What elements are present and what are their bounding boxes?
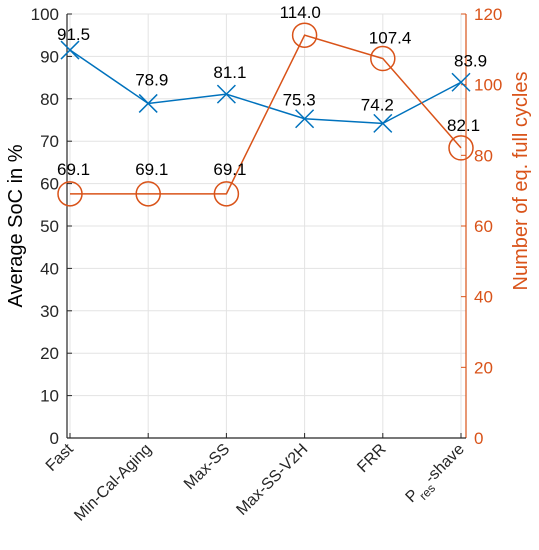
soc-point-marker bbox=[451, 72, 471, 92]
x-tick-label: Min-Cal-Aging bbox=[71, 441, 155, 525]
cycles-point-marker bbox=[291, 22, 318, 48]
y-tick-label-left: 100 bbox=[31, 5, 59, 24]
x-tick-label: Fast bbox=[43, 440, 77, 474]
grid-lines bbox=[67, 13, 466, 439]
y-axis-title-right: Number of eq. full cycles bbox=[510, 72, 532, 291]
cycles-series-line bbox=[70, 34, 462, 195]
y-tick-label-left: 50 bbox=[40, 217, 59, 236]
cycles-data-label: 114.0 bbox=[280, 3, 321, 22]
soc-point-marker bbox=[60, 40, 80, 60]
cycles-point-marker bbox=[57, 181, 83, 207]
y-axis-title-left: Average SoC in % bbox=[5, 144, 27, 307]
cycles-point-marker bbox=[135, 181, 161, 207]
cycles-point-marker bbox=[370, 45, 396, 72]
y-tick-label-right: 0 bbox=[474, 429, 483, 448]
y-tick-label-right: 100 bbox=[474, 76, 502, 95]
soc-point-marker bbox=[295, 109, 315, 129]
cycles-point-marker bbox=[448, 135, 474, 161]
soc-data-label: 74.2 bbox=[361, 95, 394, 114]
cycles-point-marker bbox=[213, 181, 240, 207]
x-tick-label: Max-SS bbox=[181, 441, 233, 493]
y-tick-label-right: 120 bbox=[474, 5, 502, 24]
y-tick-label-left: 80 bbox=[40, 90, 59, 109]
soc-series-line bbox=[69, 49, 462, 125]
soc-point-marker bbox=[373, 113, 393, 133]
x-tick-label: Max-SS-V2H bbox=[233, 441, 311, 519]
soc-data-label: 81.1 bbox=[213, 63, 246, 82]
y-tick-label-right: 40 bbox=[474, 288, 493, 307]
y-tick-label-left: 20 bbox=[40, 344, 59, 363]
axes: 0 10 20 30 40 50 60 70 80 90 100 0 20 40 60 80 100 120 Fas… bbox=[31, 5, 503, 525]
y-tick-label-left: 10 bbox=[40, 387, 59, 406]
soc-point-marker bbox=[138, 93, 158, 113]
cycles-data-label: 82.1 bbox=[447, 116, 480, 135]
y-tick-label-left: 0 bbox=[50, 429, 59, 448]
x-tick-label: Pres-shave bbox=[403, 441, 473, 511]
y-tick-label-left: 30 bbox=[40, 302, 59, 321]
cycles-data-label: 69.1 bbox=[135, 160, 168, 179]
cycles-data-label: 69.1 bbox=[57, 160, 90, 179]
cycles-data-label: 69.1 bbox=[213, 160, 246, 179]
soc-point-marker bbox=[216, 84, 236, 104]
data-labels: 91.5 78.9 81.1 75.3 74.2 83.9 69.1 69.1 69.1 114.… bbox=[57, 3, 487, 179]
soc-data-label: 83.9 bbox=[454, 51, 487, 70]
y-tick-label-left: 90 bbox=[40, 47, 59, 66]
soc-data-label: 78.9 bbox=[135, 70, 168, 89]
soc-data-label: 75.3 bbox=[283, 91, 316, 110]
y-tick-label-right: 80 bbox=[474, 146, 493, 165]
y-tick-label-right: 60 bbox=[474, 217, 493, 236]
y-tick-label-left: 40 bbox=[40, 259, 59, 278]
x-tick-label: FRR bbox=[354, 441, 389, 476]
y-tick-label-left: 70 bbox=[40, 132, 59, 151]
data-series bbox=[57, 22, 474, 207]
y-tick-label-left: 60 bbox=[40, 175, 59, 194]
soc-data-label: 91.5 bbox=[57, 25, 90, 44]
y-tick-label-right: 20 bbox=[474, 358, 493, 377]
cycles-data-label: 107.4 bbox=[369, 29, 412, 48]
